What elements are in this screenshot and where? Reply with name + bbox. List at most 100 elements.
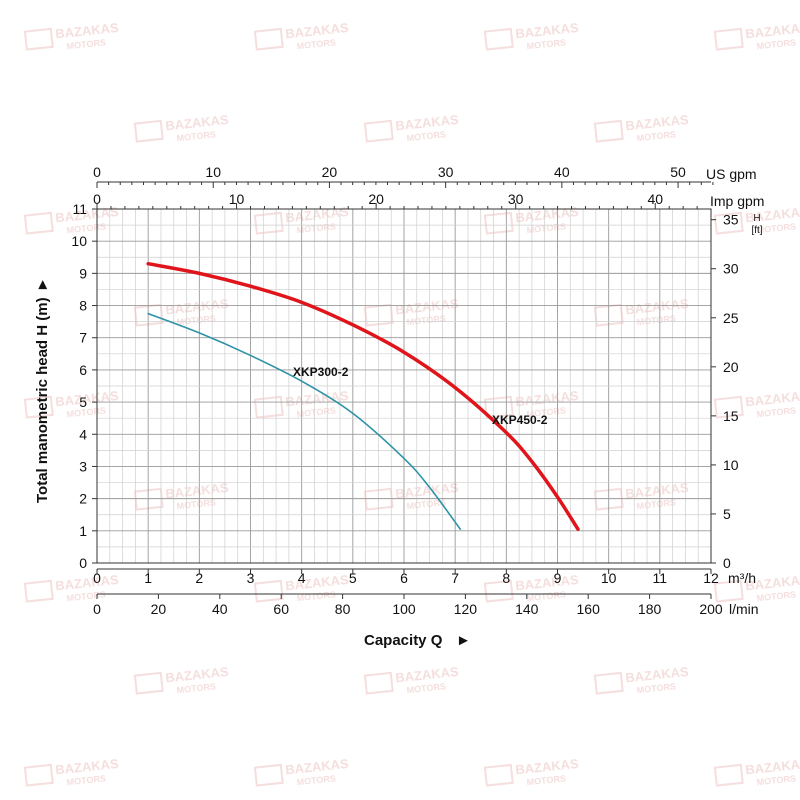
- watermark-text-1: BAZAKAS: [55, 20, 120, 42]
- watermark-text-1: BAZAKAS: [745, 572, 800, 594]
- series-label-xkp300-2: XKP300-2: [293, 365, 349, 379]
- watermark-emblem: [23, 211, 54, 235]
- watermark-text-2: MOTORS: [756, 37, 796, 51]
- watermark-text-1: BAZAKAS: [165, 480, 230, 502]
- x-tick-label: 0: [93, 570, 101, 586]
- watermark-text-2: MOTORS: [176, 681, 216, 695]
- watermark-text-1: BAZAKAS: [285, 756, 350, 778]
- x-unit-label: m³/h: [728, 570, 756, 586]
- impgpm-tick-label: 10: [229, 191, 245, 207]
- x-tick-label: 4: [298, 570, 306, 586]
- x-tick-label: 1: [144, 570, 152, 586]
- watermark-text-2: MOTORS: [66, 773, 106, 787]
- watermark-text-2: MOTORS: [526, 589, 566, 603]
- watermark-emblem: [253, 395, 284, 419]
- watermark-emblem: [483, 27, 514, 51]
- watermark-text-1: BAZAKAS: [745, 756, 800, 778]
- watermark-emblem: [713, 763, 744, 787]
- series-layer: [146, 261, 580, 531]
- ft-tick-label: 25: [723, 310, 739, 326]
- watermark-emblem: [713, 27, 744, 51]
- watermark-text-1: BAZAKAS: [515, 20, 580, 42]
- watermark-text-2: MOTORS: [66, 37, 106, 51]
- watermark-emblem: [713, 579, 744, 603]
- watermark-text-2: MOTORS: [756, 221, 796, 235]
- watermark-text-2: MOTORS: [756, 405, 796, 419]
- watermark-text-1: BAZAKAS: [55, 756, 120, 778]
- impgpm-tick-label: 20: [368, 191, 384, 207]
- watermark-emblem: [23, 579, 54, 603]
- y-axis-title: Total manometric head H (m): [34, 297, 51, 503]
- y-tick-label: 2: [79, 491, 87, 507]
- watermark-emblem: [23, 27, 54, 51]
- watermark-emblem: [483, 211, 514, 235]
- watermark-text-1: BAZAKAS: [395, 480, 460, 502]
- impgpm-unit-label: Imp gpm: [710, 193, 764, 209]
- watermark-text-2: MOTORS: [526, 37, 566, 51]
- watermark-text-2: MOTORS: [406, 497, 446, 511]
- watermark-emblem: [253, 211, 284, 235]
- lmin-tick-label: 0: [93, 601, 101, 617]
- ft-unit-top: H: [753, 213, 760, 224]
- series-line-xkp450-2: [146, 261, 580, 531]
- watermark-text-2: MOTORS: [296, 589, 336, 603]
- x-tick-label: 8: [502, 570, 510, 586]
- x-tick-label: 3: [247, 570, 255, 586]
- watermark-emblem: [253, 579, 284, 603]
- watermark-text-1: BAZAKAS: [515, 756, 580, 778]
- watermark-text-2: MOTORS: [176, 129, 216, 143]
- watermark-text-2: MOTORS: [756, 773, 796, 787]
- y-axis-arrow: ►: [34, 277, 51, 292]
- y-tick-label: 3: [79, 458, 87, 474]
- lmin-unit-label: l/min: [729, 601, 759, 617]
- watermark-emblem: [713, 395, 744, 419]
- watermark-emblem: [23, 763, 54, 787]
- grid-layer: [96, 208, 712, 564]
- watermark-text-2: MOTORS: [756, 589, 796, 603]
- lmin-tick-label: 140: [515, 601, 539, 617]
- watermark-text-1: BAZAKAS: [515, 388, 580, 410]
- y-tick-label: 11: [72, 201, 87, 217]
- watermark-text-1: BAZAKAS: [395, 664, 460, 686]
- watermark-text-2: MOTORS: [296, 37, 336, 51]
- watermark-emblem: [253, 763, 284, 787]
- ft-unit-bottom: [ft]: [751, 225, 762, 236]
- x-tick-label: 12: [703, 570, 719, 586]
- x-tick-label: 2: [195, 570, 203, 586]
- watermark-text-1: BAZAKAS: [285, 388, 350, 410]
- watermark-emblem: [363, 119, 394, 143]
- watermark-text-1: BAZAKAS: [745, 388, 800, 410]
- watermark-emblem: [483, 579, 514, 603]
- watermark-text-1: BAZAKAS: [745, 20, 800, 42]
- watermark-layer: BAZAKASMOTORSBAZAKASMOTORSBAZAKASMOTORSB…: [23, 20, 800, 787]
- watermark-emblem: [593, 671, 624, 695]
- ft-tick-label: 0: [723, 555, 731, 571]
- watermark-text-1: BAZAKAS: [625, 480, 690, 502]
- x-tick-label: 7: [451, 570, 459, 586]
- usgpm-tick-label: 40: [554, 164, 570, 180]
- x-tick-label: 11: [653, 570, 668, 586]
- watermark-text-1: BAZAKAS: [625, 112, 690, 134]
- watermark-text-2: MOTORS: [66, 589, 106, 603]
- y-tick-label: 10: [71, 233, 87, 249]
